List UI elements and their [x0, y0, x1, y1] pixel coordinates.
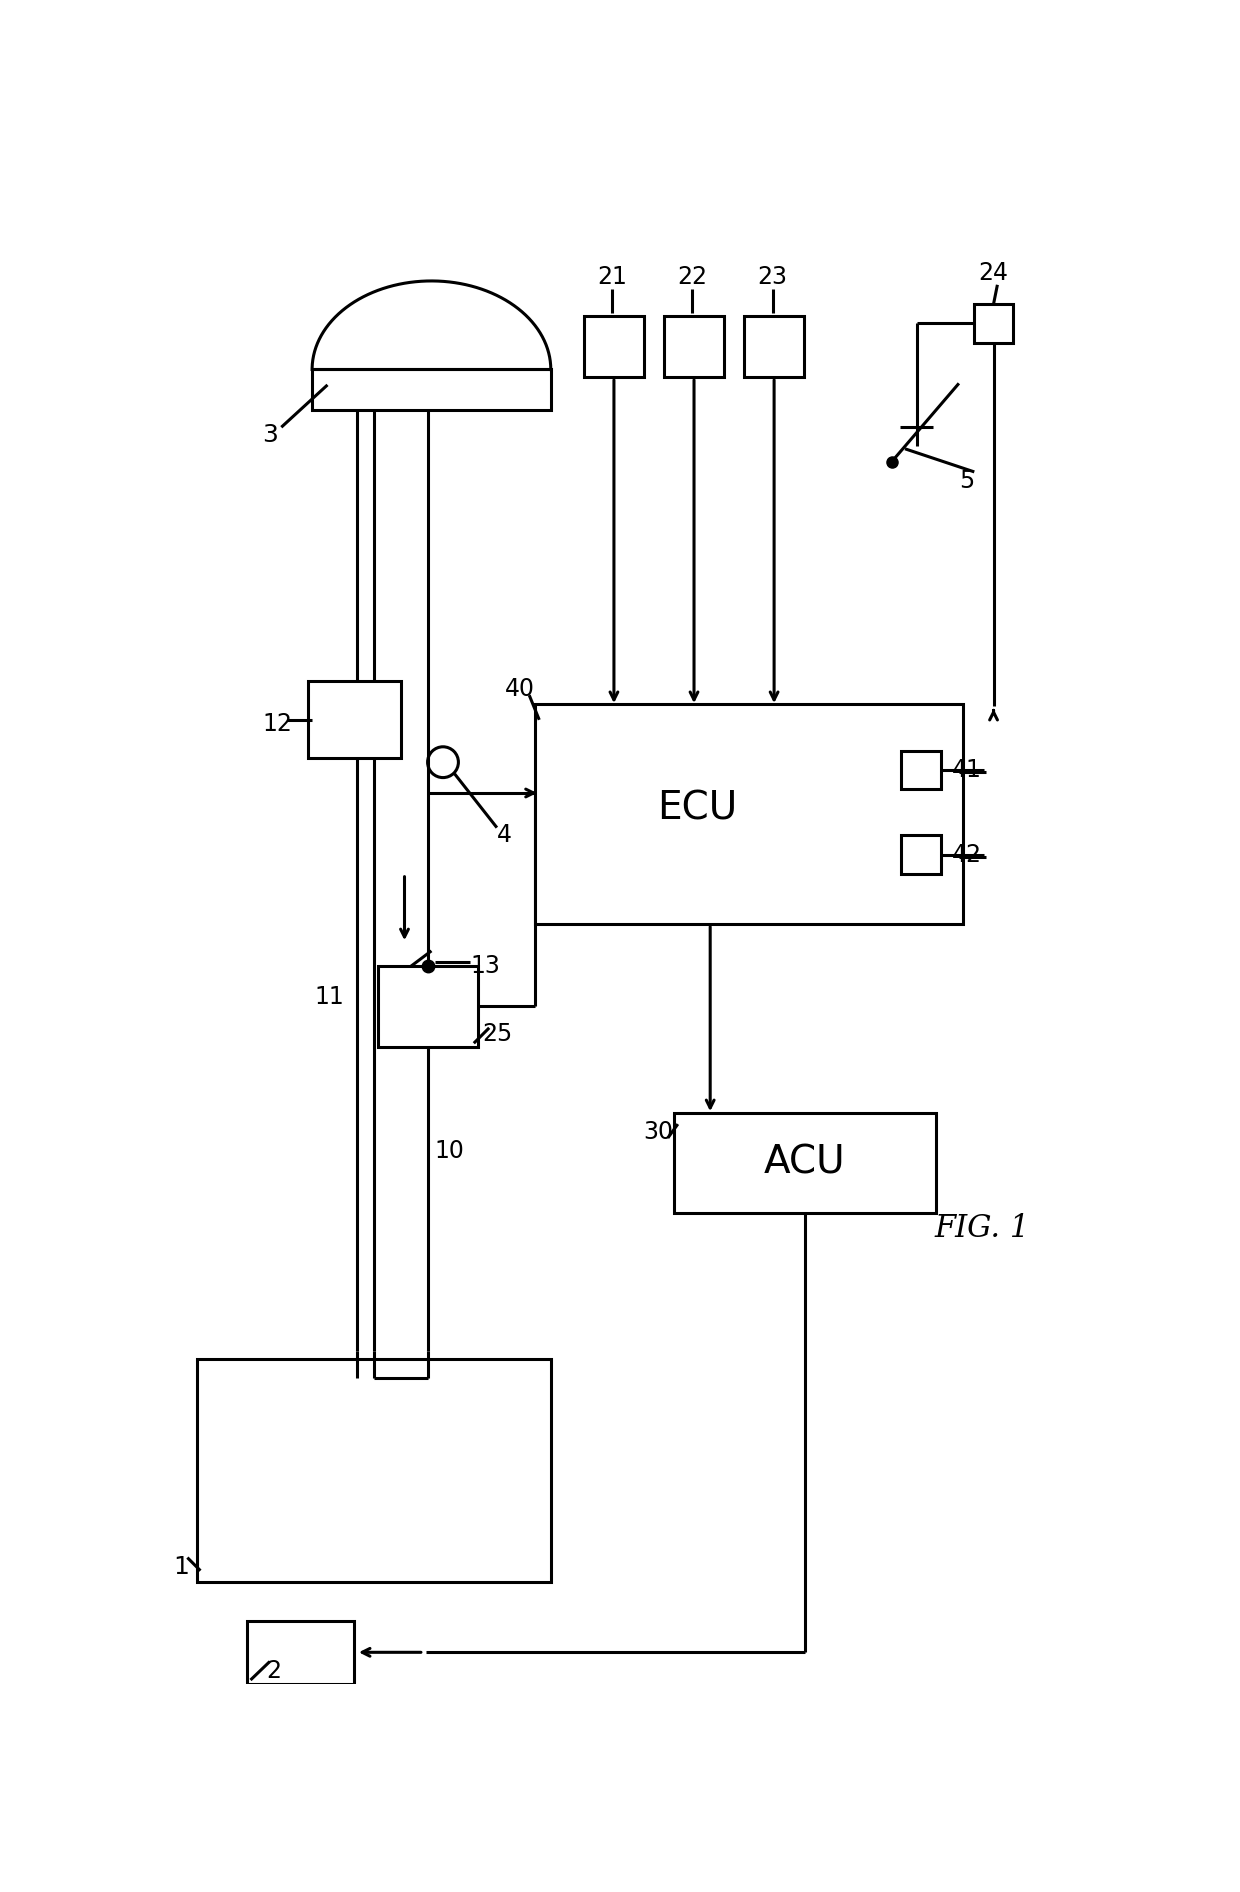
Text: 42: 42 [951, 842, 982, 867]
Text: 23: 23 [758, 265, 787, 289]
Text: 21: 21 [598, 265, 627, 289]
Text: 1: 1 [174, 1555, 190, 1578]
Bar [744, 316, 804, 377]
Text: 25: 25 [482, 1022, 512, 1046]
Bar [663, 316, 724, 377]
Text: ACU: ACU [764, 1143, 846, 1182]
Text: 3: 3 [262, 424, 278, 447]
Bar [377, 967, 477, 1046]
Bar [197, 1358, 551, 1582]
Text: 2: 2 [267, 1659, 281, 1682]
Text: ECU: ECU [657, 789, 738, 827]
Bar [536, 704, 962, 923]
Text: 4: 4 [497, 823, 512, 848]
Bar [247, 1621, 355, 1684]
Text: 10: 10 [434, 1139, 464, 1164]
Text: 11: 11 [315, 986, 345, 1008]
Bar [584, 316, 644, 377]
Text: 22: 22 [677, 265, 708, 289]
Bar [675, 1112, 936, 1213]
Bar [975, 305, 1013, 342]
Bar [312, 369, 551, 409]
Text: 24: 24 [978, 261, 1008, 286]
Text: 30: 30 [644, 1120, 673, 1145]
Text: 41: 41 [951, 759, 982, 781]
Text: 13: 13 [470, 954, 500, 978]
Bar [309, 681, 401, 759]
Text: 5: 5 [959, 469, 975, 494]
Bar [901, 751, 941, 789]
Bar [901, 836, 941, 874]
Text: 12: 12 [263, 711, 293, 736]
Text: 40: 40 [505, 677, 534, 702]
Text: FIG. 1: FIG. 1 [935, 1213, 1029, 1243]
